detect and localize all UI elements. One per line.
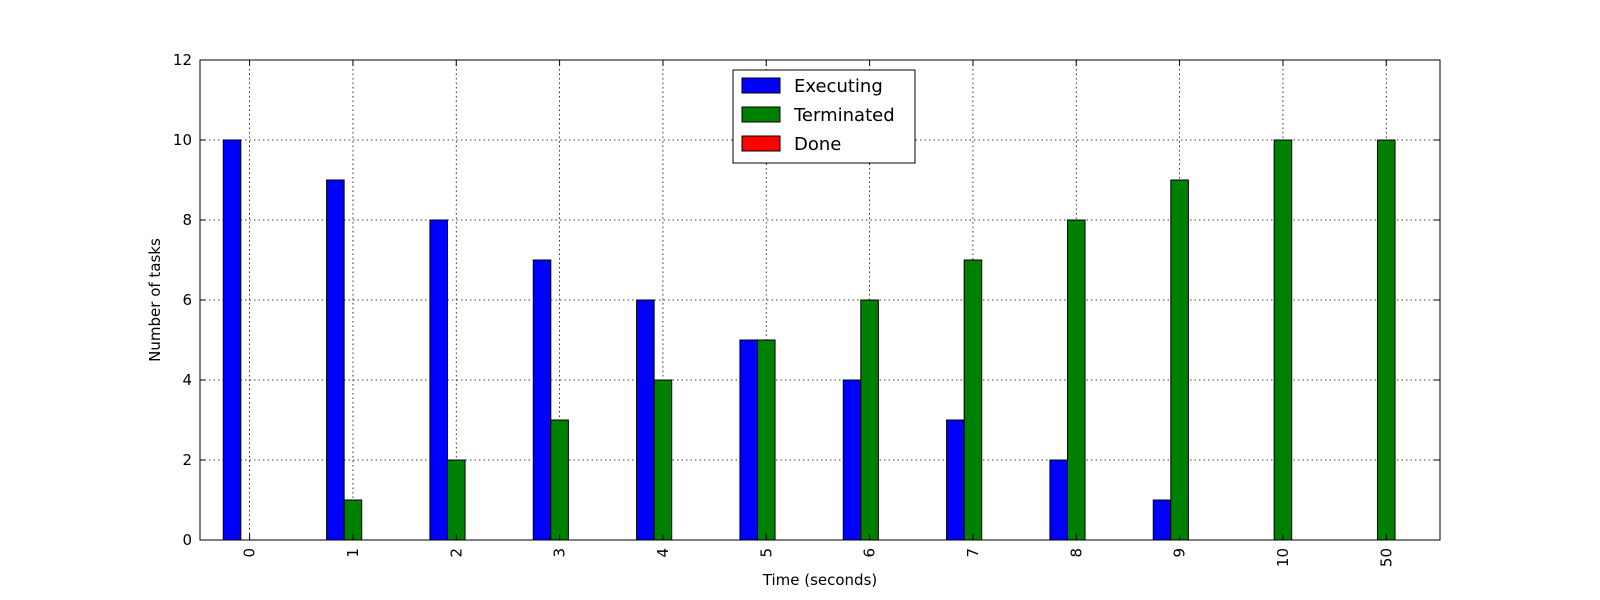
y-axis-label: Number of tasks — [146, 238, 164, 362]
x-tick-label: 9 — [1171, 548, 1189, 558]
legend-swatch-executing — [741, 77, 781, 94]
bar-executing-1 — [326, 179, 345, 541]
bar-terminated-9 — [1170, 179, 1189, 541]
bar-executing-9 — [1152, 499, 1172, 541]
y-tick-label: 12 — [173, 51, 192, 69]
x-tick-label: 10 — [1274, 548, 1292, 567]
x-tick-label: 8 — [1067, 548, 1085, 558]
x-tick-label: 0 — [241, 548, 259, 558]
y-tick-label: 2 — [182, 451, 192, 469]
bar-executing-8 — [1049, 459, 1068, 541]
bar-executing-4 — [636, 299, 655, 541]
y-tick-label: 10 — [173, 131, 192, 149]
y-tick-label: 6 — [182, 291, 192, 309]
x-axis-ticks: 0 1 2 3 4 5 6 7 8 9 10 50 — [241, 60, 1395, 567]
bar-executing-3 — [532, 259, 552, 541]
bar-terminated-6 — [860, 299, 879, 541]
x-tick-label: 3 — [551, 548, 569, 558]
bar-terminated-7 — [963, 259, 983, 541]
y-tick-label: 4 — [182, 371, 192, 389]
legend-label-done: Done — [794, 134, 841, 155]
x-tick-label: 5 — [757, 548, 775, 558]
bar-executing-2 — [429, 219, 448, 541]
bar-executing-6 — [842, 379, 862, 541]
legend: Executing Terminated Done — [732, 69, 916, 164]
bar-terminated-4 — [653, 379, 673, 541]
x-axis-label: Time (seconds) — [762, 571, 878, 589]
x-tick-label: 50 — [1377, 548, 1395, 567]
y-tick-label: 8 — [182, 211, 192, 229]
bar-executing-0 — [222, 139, 242, 541]
bar-executing-5 — [739, 339, 758, 541]
legend-swatch-terminated — [741, 106, 781, 123]
x-tick-label: 6 — [861, 548, 879, 558]
bar-terminated-3 — [550, 419, 569, 541]
x-tick-label: 1 — [344, 548, 362, 558]
bar-terminated-5 — [756, 339, 776, 541]
legend-label-terminated: Terminated — [793, 105, 895, 126]
x-tick-label: 2 — [447, 548, 465, 558]
x-tick-label: 4 — [654, 548, 672, 558]
legend-label-executing: Executing — [794, 76, 883, 97]
bar-terminated-2 — [446, 459, 466, 541]
legend-swatch-done — [741, 135, 781, 152]
bars — [222, 139, 1396, 541]
y-tick-label: 0 — [182, 531, 192, 549]
bar-terminated-50 — [1376, 139, 1396, 541]
bar-terminated-8 — [1066, 219, 1086, 541]
bar-executing-7 — [946, 419, 965, 541]
x-tick-label: 7 — [964, 548, 982, 558]
y-axis-ticks: 0 2 4 6 8 10 12 — [173, 51, 1440, 549]
bar-terminated-10 — [1273, 139, 1293, 541]
